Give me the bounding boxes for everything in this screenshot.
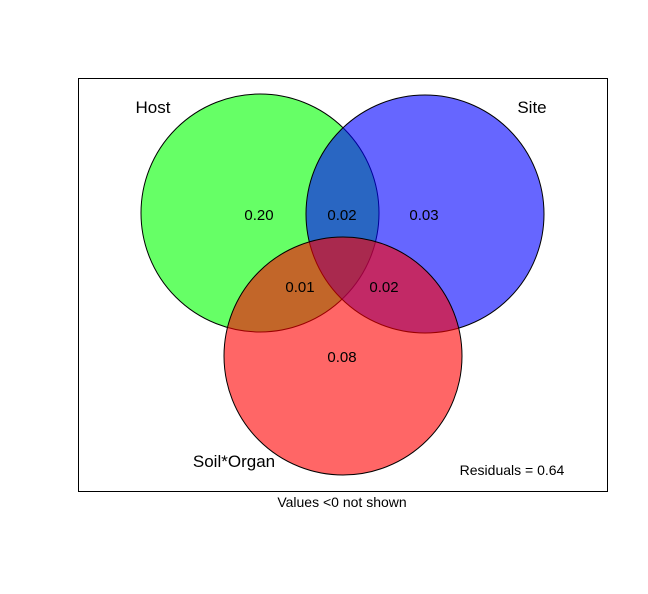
region-soil-only: 0.08 (327, 349, 356, 366)
set-label-site: Site (517, 98, 546, 117)
plot-frame (78, 78, 608, 492)
footnote-label: Values <0 not shown (277, 494, 406, 510)
region-host-site: 0.02 (327, 207, 356, 224)
soil-organ-circle (223, 236, 463, 476)
set-label-soil-organ: Soil*Organ (193, 452, 275, 471)
region-site-only: 0.03 (409, 207, 438, 224)
residuals-label: Residuals = 0.64 (460, 462, 565, 478)
region-host-only: 0.20 (244, 207, 273, 224)
region-host-soil: 0.01 (285, 279, 314, 296)
set-label-host: Host (136, 98, 171, 117)
region-site-soil: 0.02 (369, 279, 398, 296)
